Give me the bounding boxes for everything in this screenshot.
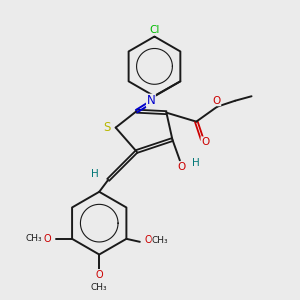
- Text: O: O: [201, 137, 209, 147]
- Text: H: H: [192, 158, 200, 168]
- Text: O: O: [44, 234, 51, 244]
- Text: H: H: [91, 169, 99, 179]
- Text: S: S: [103, 121, 110, 134]
- Text: CH₃: CH₃: [26, 234, 42, 243]
- Text: O: O: [95, 269, 103, 280]
- Text: CH₃: CH₃: [152, 236, 168, 245]
- Text: O: O: [212, 96, 221, 106]
- Text: CH₃: CH₃: [91, 284, 107, 292]
- Text: N: N: [146, 94, 155, 107]
- Text: Cl: Cl: [149, 25, 160, 35]
- Text: O: O: [144, 235, 152, 245]
- Text: O: O: [177, 162, 185, 172]
